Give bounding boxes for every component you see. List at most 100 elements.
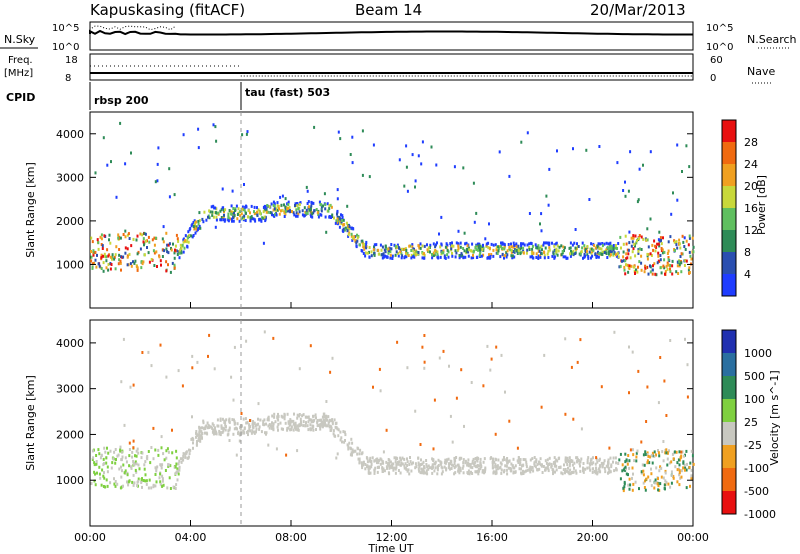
velocity-point-812 bbox=[333, 434, 336, 438]
power-point-101 bbox=[111, 257, 113, 261]
power-point-760 bbox=[662, 264, 665, 268]
power-point-194 bbox=[651, 272, 654, 276]
power-point-1348 bbox=[651, 268, 654, 272]
power-point-1126 bbox=[287, 203, 290, 206]
power-point-1362 bbox=[429, 250, 431, 254]
power-point-930 bbox=[635, 268, 637, 272]
power-point-1112 bbox=[316, 211, 319, 215]
velocity-point-945 bbox=[566, 456, 569, 460]
velocity-sparse-1471 bbox=[595, 456, 598, 460]
power-point-319 bbox=[317, 213, 320, 216]
velocity-point-964 bbox=[492, 457, 494, 461]
velocity-point-721 bbox=[518, 467, 521, 471]
velocity-point-1005 bbox=[371, 456, 374, 460]
power-point-866 bbox=[496, 252, 499, 255]
power-point-1053 bbox=[688, 266, 691, 270]
velocity-point-103 bbox=[98, 465, 101, 469]
power-point-799 bbox=[382, 254, 385, 258]
power-point-1265 bbox=[272, 204, 275, 207]
velocity-point-1029 bbox=[227, 432, 230, 436]
power-point-811 bbox=[142, 240, 145, 244]
power-point-607 bbox=[485, 244, 488, 248]
power-point-1094 bbox=[256, 210, 258, 214]
power-point-998 bbox=[689, 254, 692, 258]
velocity-point-850 bbox=[449, 459, 452, 463]
velocity-point-799 bbox=[381, 466, 384, 470]
velocity-point-920 bbox=[466, 463, 469, 467]
velocity-point-844 bbox=[680, 454, 683, 458]
velocity-point-967 bbox=[417, 467, 420, 471]
velocity-point-310 bbox=[622, 489, 625, 493]
station-title: Kapuskasing (fitACF) bbox=[90, 1, 245, 19]
velocity-point-1145 bbox=[544, 468, 547, 472]
power-point-1315 bbox=[515, 245, 518, 249]
xtick-label-0: 00:00 bbox=[74, 531, 106, 544]
power-point-1116 bbox=[584, 250, 587, 253]
velocity-point-1061 bbox=[364, 467, 367, 471]
power-point-939 bbox=[155, 250, 158, 254]
power-point-262 bbox=[381, 256, 384, 260]
velocity-point-1180 bbox=[143, 463, 146, 467]
power-point-1386 bbox=[224, 208, 227, 212]
velocity-point-1021 bbox=[406, 457, 408, 461]
power-point-315 bbox=[667, 256, 670, 259]
velocity-point-383 bbox=[214, 426, 216, 430]
velocity-point-1015 bbox=[134, 460, 137, 464]
power-point-1196 bbox=[328, 207, 331, 210]
velocity-sparse-1428 bbox=[432, 447, 435, 451]
velocity-point-490 bbox=[631, 476, 633, 480]
power-point-882 bbox=[344, 226, 347, 230]
velocity-point-1329 bbox=[462, 471, 465, 475]
power-point-997 bbox=[627, 248, 630, 252]
velocity-point-1237 bbox=[469, 465, 472, 469]
power-point-932 bbox=[133, 261, 136, 265]
power-sparse-1504 bbox=[262, 241, 265, 245]
velocity-point-978 bbox=[286, 427, 289, 430]
power-colorbar-label: Power [dB] bbox=[755, 175, 768, 235]
velocity-point-1266 bbox=[479, 461, 482, 465]
power-point-594 bbox=[211, 213, 214, 217]
velocity-point-426 bbox=[632, 472, 634, 476]
power-point-187 bbox=[661, 251, 664, 255]
power-point-176 bbox=[665, 264, 668, 268]
power-sparse-1470 bbox=[438, 232, 440, 236]
power-point-1365 bbox=[180, 251, 183, 255]
velocity-point-962 bbox=[289, 420, 292, 424]
power-point-1135 bbox=[482, 253, 485, 257]
power-point-1241 bbox=[607, 252, 610, 256]
power-point-820 bbox=[657, 242, 660, 246]
nsky-left-tick-bottom: 10^0 bbox=[52, 42, 79, 53]
velocity-point-901 bbox=[131, 480, 134, 484]
velocity-point-1386 bbox=[479, 457, 482, 461]
power-point-102 bbox=[551, 254, 554, 258]
velocity-point-1010 bbox=[472, 462, 475, 466]
velocity-point-661 bbox=[176, 478, 179, 482]
velocity-point-493 bbox=[561, 472, 564, 476]
velocity-point-84 bbox=[320, 419, 323, 423]
power-point-1057 bbox=[616, 252, 619, 256]
power-point-1355 bbox=[196, 228, 199, 232]
nave-label: Nave bbox=[747, 65, 775, 78]
velocity-point-871 bbox=[195, 435, 197, 439]
power-point-370 bbox=[664, 270, 667, 274]
velocity-point-1346 bbox=[468, 472, 471, 476]
velocity-point-1282 bbox=[166, 447, 169, 451]
velocity-point-1038 bbox=[658, 469, 661, 473]
velocity-point-302 bbox=[530, 468, 533, 471]
power-sparse-1441 bbox=[221, 187, 224, 191]
velocity-point-574 bbox=[343, 430, 346, 434]
power-point-807 bbox=[305, 211, 308, 215]
power-point-490 bbox=[132, 260, 134, 264]
velocity-point-38 bbox=[529, 470, 532, 474]
power-point-1249 bbox=[580, 250, 583, 254]
velocity-point-407 bbox=[399, 471, 402, 475]
xtick-label-2: 08:00 bbox=[275, 531, 307, 544]
velocity-point-477 bbox=[114, 461, 117, 465]
velocity-point-1030 bbox=[306, 415, 309, 419]
velocity-point-1089 bbox=[252, 420, 254, 423]
power-point-530 bbox=[95, 265, 98, 269]
velocity-point-1373 bbox=[568, 464, 571, 468]
velocity-point-950 bbox=[657, 477, 659, 481]
power-point-762 bbox=[447, 255, 450, 259]
velocity-point-924 bbox=[496, 467, 499, 471]
